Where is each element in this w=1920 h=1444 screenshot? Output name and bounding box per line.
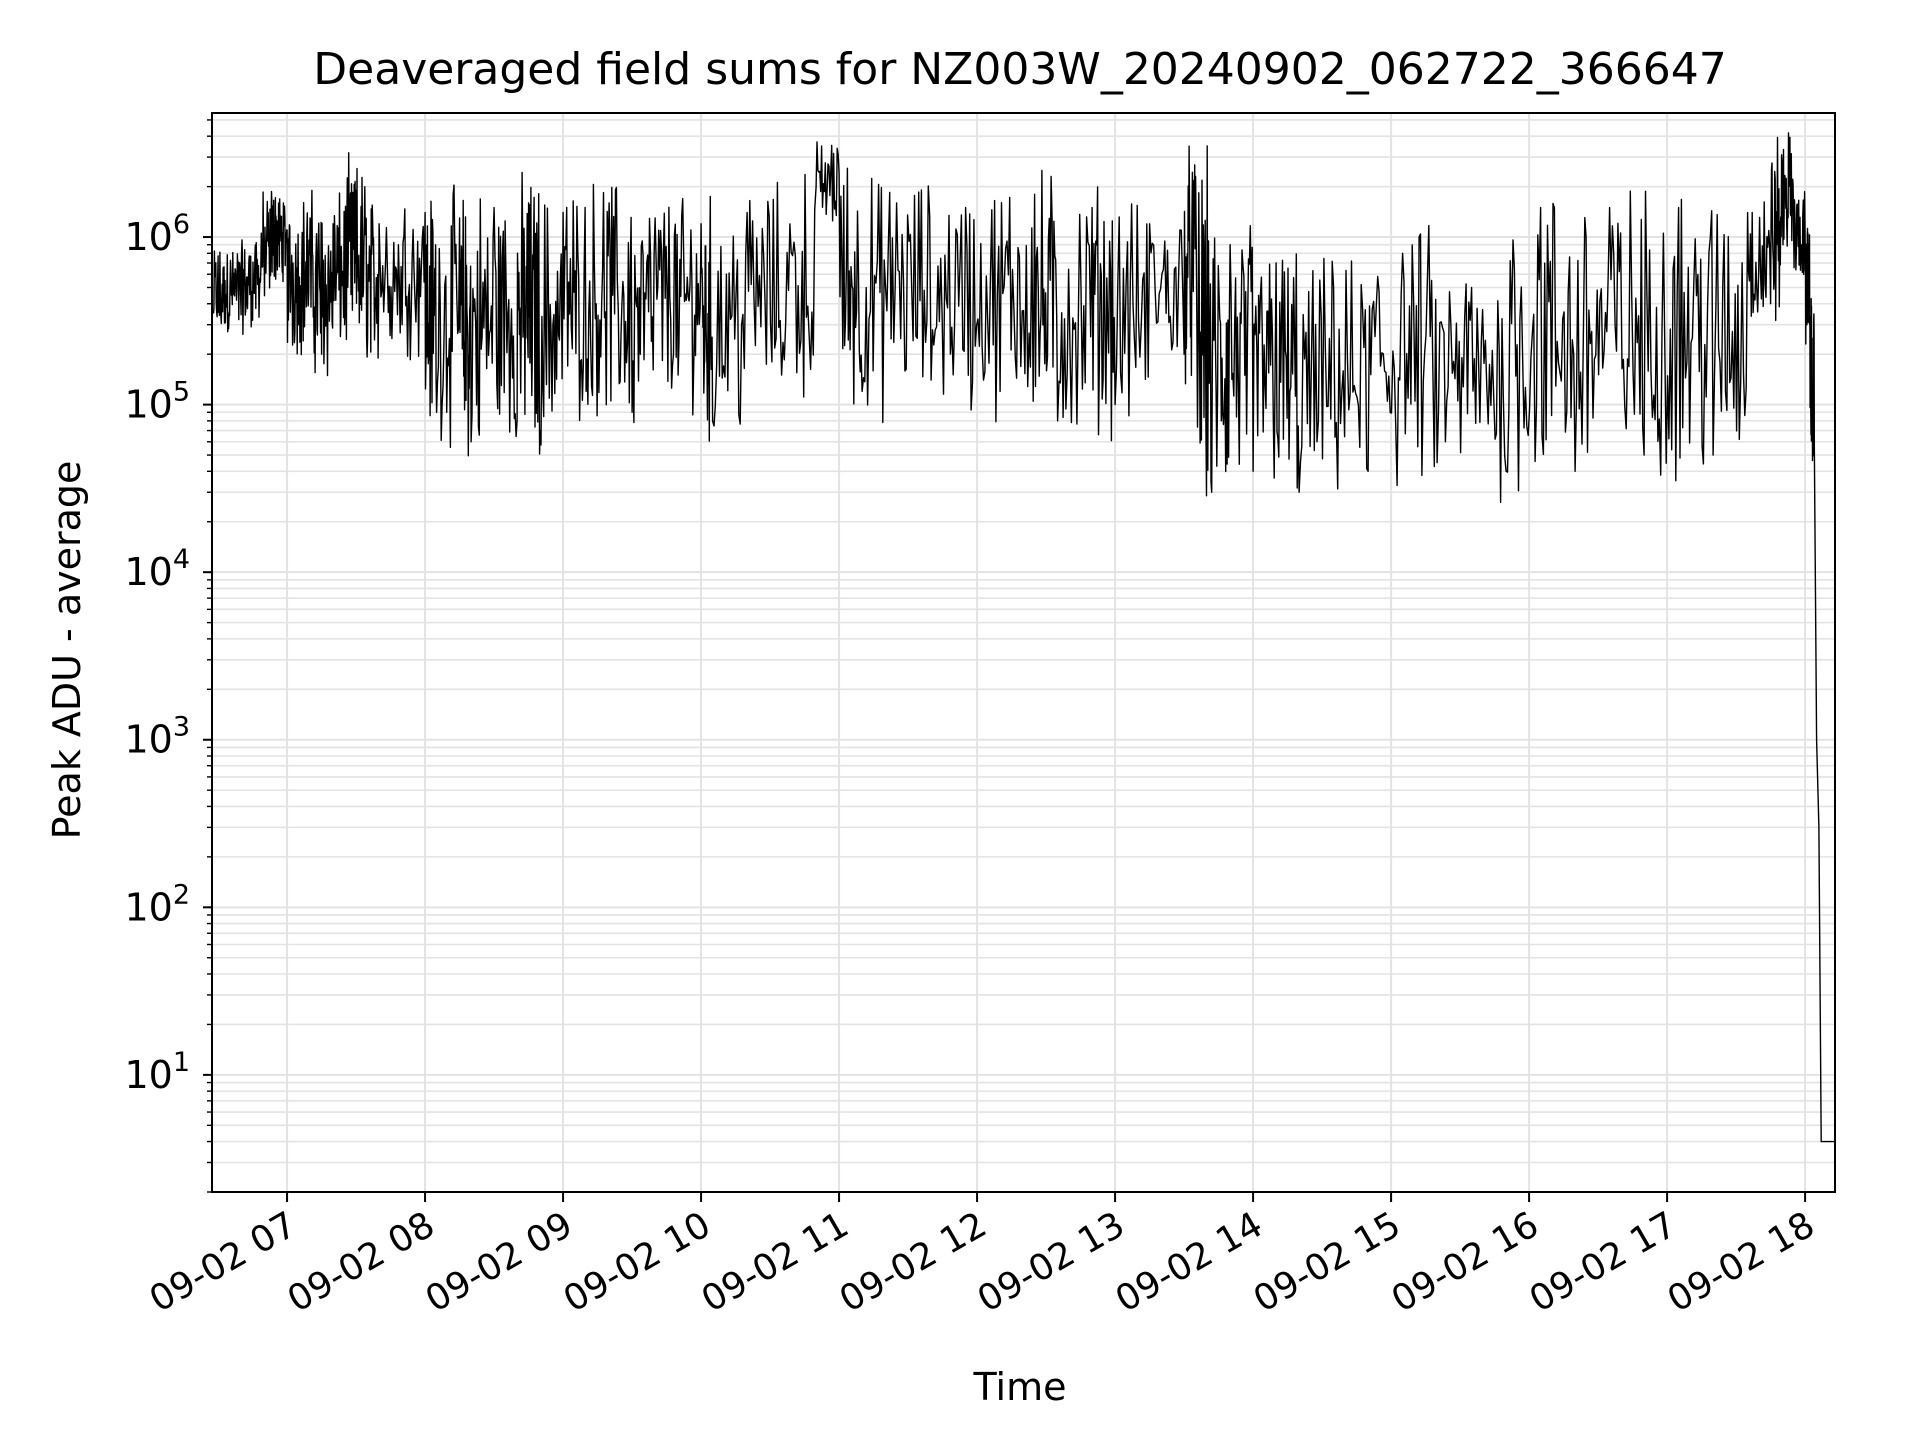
x-tick-label: 09-02 18 (1661, 1204, 1822, 1320)
y-tick-label: 102 (124, 879, 190, 929)
y-tick-label: 103 (124, 712, 190, 762)
data-layer (212, 132, 1835, 1143)
x-tick-label: 09-02 07 (143, 1204, 304, 1320)
x-axis-label: Time (973, 1365, 1067, 1409)
x-tick-label: 09-02 10 (557, 1204, 718, 1320)
x-tick-label: 09-02 13 (971, 1204, 1132, 1320)
x-tick-label: 09-02 15 (1247, 1204, 1408, 1320)
x-tick-label: 09-02 11 (695, 1204, 856, 1320)
x-tick-label: 09-02 14 (1109, 1204, 1270, 1320)
y-tick-label: 105 (124, 377, 190, 427)
y-tick-label: 101 (124, 1047, 190, 1097)
y-tick-label: 104 (124, 544, 190, 594)
x-tick-label: 09-02 09 (419, 1204, 580, 1320)
x-tick-label: 09-02 12 (833, 1204, 994, 1320)
x-tick-label: 09-02 08 (281, 1204, 442, 1320)
y-axis: 101 102 103 104 105 106 (124, 119, 212, 1193)
chart-title: Deaveraged field sums for NZ003W_2024090… (313, 44, 1726, 95)
x-tick-label: 09-02 17 (1523, 1204, 1684, 1320)
series-line (212, 132, 1835, 1143)
grid-layer (212, 113, 1835, 1193)
y-tick-label: 106 (124, 209, 190, 259)
plot-frame (211, 112, 1836, 1193)
x-tick-label: 09-02 16 (1385, 1204, 1546, 1320)
y-axis-label: Peak ADU - average (45, 461, 89, 840)
